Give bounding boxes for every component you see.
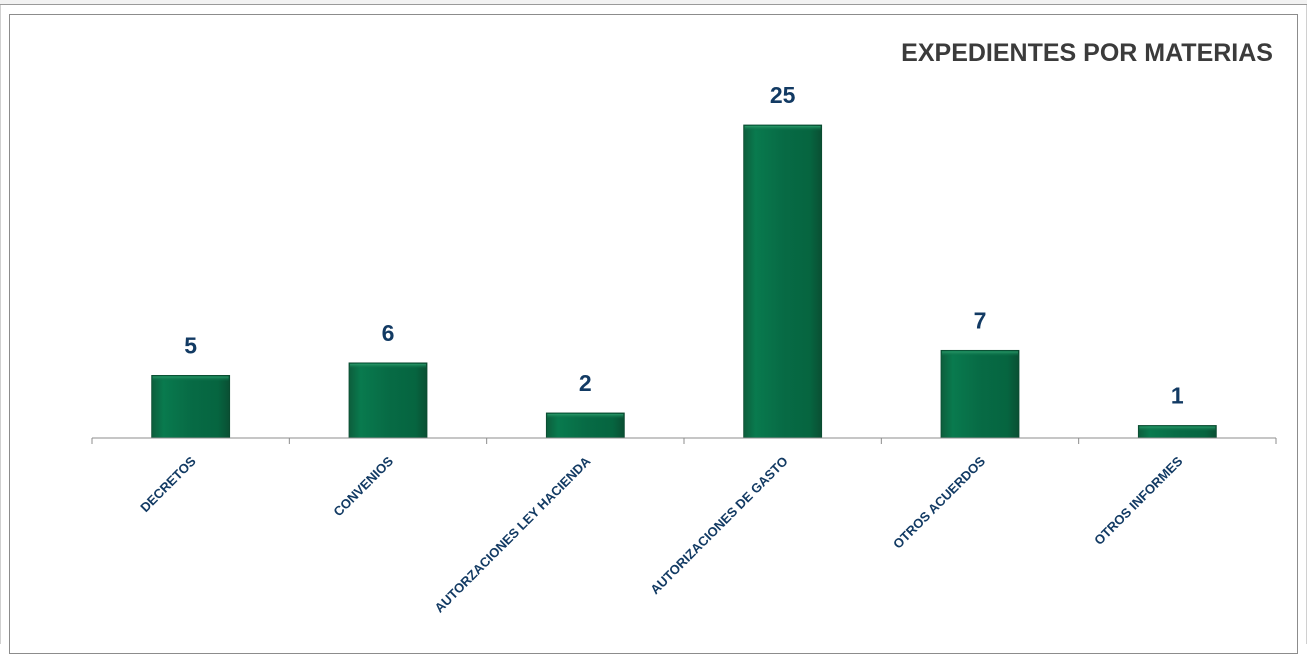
- data-label-otros-informes: 1: [1171, 382, 1184, 408]
- x-tick-label-autorizaciones-de-gasto: AUTORIZACIONES DE GASTO: [647, 454, 791, 598]
- bar-convenios: [348, 362, 428, 439]
- data-label-convenios: 6: [382, 320, 395, 346]
- x-tick-label-convenios: CONVENIOS: [330, 453, 396, 519]
- top-bar: [0, 0, 1307, 5]
- bar-autorizaciones-de-gasto: [743, 124, 823, 439]
- chart-title: EXPEDIENTES POR MATERIAS: [901, 39, 1273, 67]
- data-label-otros-acuerdos: 7: [974, 307, 987, 333]
- bar-highlight-autorizaciones-de-gasto: [744, 126, 821, 131]
- x-tick-label-decretos: DECRETOS: [137, 453, 199, 515]
- x-tick-label-autorzaciones-ley-hacienda: AUTORZACIONES LEY HACIENDA: [431, 453, 593, 615]
- bar-highlight-convenios: [350, 363, 426, 369]
- bar-highlight-autorzaciones-ley-hacienda: [547, 413, 624, 419]
- labels-layer: 5 DECRETOS 6 CONVENIOS 2 AUTORZACIONES LEY HA…: [137, 82, 1185, 615]
- x-tick-label-otros-acuerdos: OTROS ACUERDOS: [890, 453, 988, 551]
- bar-highlight-otros-acuerdos: [942, 351, 1018, 357]
- data-label-autorizaciones-de-gasto: 25: [770, 82, 796, 108]
- bar-decretos: [151, 374, 231, 439]
- data-label-decretos: 5: [184, 332, 197, 358]
- bar-highlight-otros-informes: [1139, 426, 1216, 432]
- x-tick-label-otros-informes: OTROS INFORMES: [1091, 453, 1186, 548]
- bars-layer: [151, 124, 1217, 439]
- ticks-layer: [91, 438, 1277, 444]
- bar-otros-acuerdos: [940, 349, 1020, 439]
- data-label-autorzaciones-ley-hacienda: 2: [579, 370, 592, 396]
- bar-highlight-decretos: [152, 376, 229, 382]
